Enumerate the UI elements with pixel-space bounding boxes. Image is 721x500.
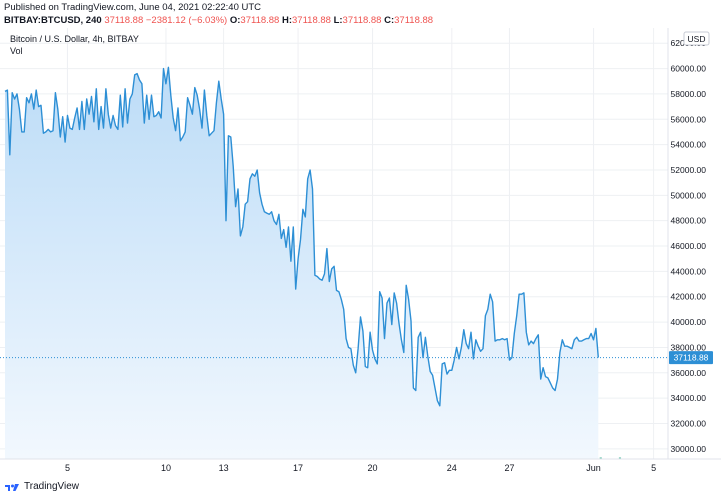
price-tick-label: 56000.00 — [671, 114, 707, 124]
high-value: 37118.88 — [292, 15, 331, 26]
price-chart[interactable]: 30000.00 32000.00 34000.00 36000.00 38000.00… — [0, 28, 721, 480]
currency-badge: USD — [683, 31, 710, 46]
symbol-label: BITBAY:BTCUSD, 240 — [4, 15, 102, 26]
low-label: L: — [333, 15, 343, 26]
time-tick-label: 5 — [65, 463, 70, 473]
published-note: Published on TradingView.com, June 04, 2… — [4, 2, 262, 13]
price-tick-label: 42000.00 — [671, 292, 707, 302]
price-tick-label: 46000.00 — [671, 241, 707, 251]
price-line — [4, 66, 599, 407]
time-tick-label: 24 — [447, 463, 457, 473]
price-tick-label: 48000.00 — [671, 216, 707, 226]
volume-bar — [599, 457, 602, 459]
time-tick-label: 17 — [293, 463, 303, 473]
last-price-tag: 37118.88 — [669, 351, 713, 365]
price-area-fill — [5, 67, 599, 460]
time-tick-label: 20 — [368, 463, 378, 473]
price-tick-label: 40000.00 — [671, 317, 707, 327]
price-tick-label: 54000.00 — [671, 140, 707, 150]
price-tick-label: 30000.00 — [671, 444, 707, 454]
tradingview-logo-icon — [5, 484, 19, 491]
open-value: 37118.88 — [240, 15, 280, 26]
volume-bar — [618, 457, 622, 459]
price-tick-label: 38000.00 — [671, 342, 707, 352]
low-value: 37118.88 — [342, 15, 382, 26]
price-tick-label: 60000.00 — [671, 64, 707, 74]
tradingview-brand: TradingView — [24, 481, 80, 492]
time-tick-label: 27 — [504, 463, 514, 473]
price-axis: 30000.00 32000.00 34000.00 36000.00 38000.00… — [671, 38, 707, 454]
time-tick-label: 5 — [651, 463, 656, 473]
time-axis: 5 10 13 17 20 24 27 Jun 5 — [65, 463, 656, 473]
tradingview-footer[interactable]: TradingView — [4, 481, 79, 492]
price-tick-label: 34000.00 — [671, 393, 707, 403]
price-tick-label: 36000.00 — [671, 368, 707, 378]
high-label: H: — [281, 15, 293, 26]
time-tick-label: Jun — [586, 463, 601, 473]
legend-title: Bitcoin / U.S. Dollar, 4h, BITBAY — [10, 34, 139, 44]
price-tick-label: 58000.00 — [671, 89, 707, 99]
price-tick-label: 52000.00 — [671, 165, 707, 175]
price-tick-label: 32000.00 — [671, 419, 707, 429]
legend-vol: Vol — [10, 46, 23, 56]
time-tick-label: 13 — [219, 463, 229, 473]
price-change: 37118.88 −2381.12 (−6.03%) — [104, 15, 228, 26]
close-label: C: — [384, 15, 395, 26]
currency-label: USD — [688, 34, 706, 44]
open-label: O: — [229, 15, 241, 26]
ohlc-header: BITBAY:BTCUSD, 240 37118.88 −2381.12 (−6… — [4, 15, 433, 26]
price-tick-label: 44000.00 — [671, 266, 707, 276]
close-value: 37118.88 — [394, 15, 434, 26]
time-tick-label: 10 — [161, 463, 171, 473]
last-price-value: 37118.88 — [674, 353, 709, 363]
price-tick-label: 50000.00 — [671, 190, 707, 200]
